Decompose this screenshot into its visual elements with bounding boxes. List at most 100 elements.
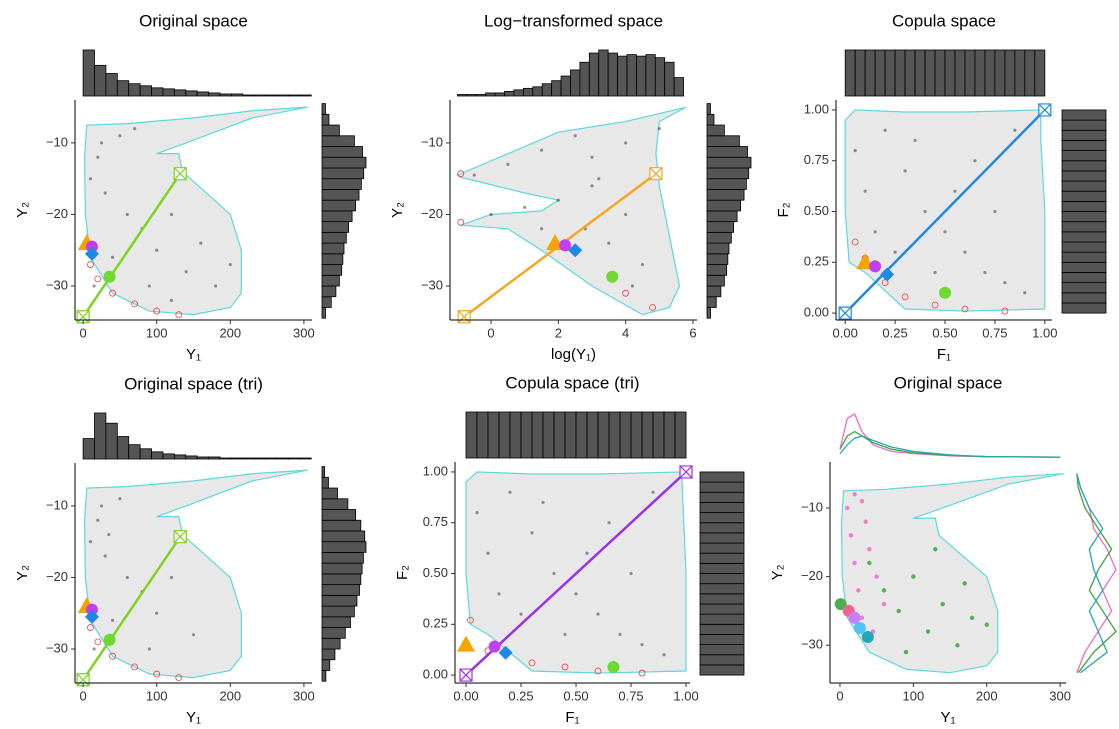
top-hist-bar xyxy=(299,94,312,97)
top-hist-bar xyxy=(664,61,675,97)
top-hist-bar xyxy=(265,94,278,97)
point xyxy=(96,518,100,522)
y-tick-label: 0.50 xyxy=(804,203,829,218)
top-hist-bar xyxy=(904,49,916,97)
right-hist-bar xyxy=(321,476,329,489)
x-tick-label: 300 xyxy=(293,688,315,703)
line xyxy=(82,172,182,318)
point xyxy=(618,632,622,637)
point xyxy=(88,540,93,544)
x-tick-label: 0.50 xyxy=(932,325,957,340)
right-hist-bar xyxy=(321,487,338,500)
x-tick-label: 0.75 xyxy=(982,325,1007,340)
top-hist-bar xyxy=(94,64,107,97)
line-end xyxy=(1038,103,1052,117)
x-tick-label: 200 xyxy=(976,688,998,703)
top-hist-bar xyxy=(265,457,278,460)
right-hist-bar xyxy=(706,189,745,201)
right-hist-bar xyxy=(706,296,717,308)
right-hist-bar xyxy=(321,541,367,553)
panel: Copula space (tri) F₁ F₂ 0.00 0.25 0.50 0.75 1.… xyxy=(394,373,745,726)
y-axis-label: F₂ xyxy=(775,202,792,217)
top-hist-bar xyxy=(253,94,267,97)
marker xyxy=(488,640,501,653)
panel-title: Original space xyxy=(894,373,1003,392)
top-hist-bar xyxy=(598,49,609,97)
edge-point xyxy=(881,279,889,287)
line xyxy=(82,535,182,681)
top-hist-bar xyxy=(652,411,665,459)
y-tick-label: 0.25 xyxy=(423,616,448,631)
top-hist-bar xyxy=(231,93,244,97)
point xyxy=(539,148,544,152)
point xyxy=(228,262,232,267)
point xyxy=(923,209,927,214)
top-density xyxy=(839,413,1061,458)
point xyxy=(874,574,879,579)
edge-point xyxy=(153,307,161,315)
top-hist-bar xyxy=(208,456,221,460)
marker xyxy=(457,635,476,652)
point xyxy=(530,531,534,535)
top-hist-bar xyxy=(542,411,555,459)
marker xyxy=(84,246,99,261)
right-hist-bar xyxy=(699,623,745,635)
right-hist-bar xyxy=(706,210,738,223)
edge-point xyxy=(638,669,646,677)
line-end xyxy=(649,167,663,181)
right-hist-bar xyxy=(321,648,336,661)
right-hist-bar xyxy=(321,167,365,180)
point xyxy=(596,612,600,616)
edge-point xyxy=(87,624,94,631)
point xyxy=(933,546,938,552)
point xyxy=(96,155,100,159)
right-hist-bar xyxy=(706,113,715,126)
y-tick-label: 0.50 xyxy=(423,565,448,580)
point xyxy=(607,521,611,525)
right-hist-bar xyxy=(321,573,362,586)
top-hist-bar xyxy=(466,94,477,97)
x-tick-label: 0.25 xyxy=(508,688,533,703)
top-hist-bar xyxy=(476,411,489,459)
right-hist-bar xyxy=(1061,119,1107,131)
panel: Log−transformed space log(Y₁) Y₂ 0 2 4 6 −30 −20… xyxy=(389,11,752,363)
point xyxy=(881,588,887,593)
edge-point xyxy=(961,305,969,313)
y-tick-label: −10 xyxy=(801,499,823,514)
y-tick-label: 1.00 xyxy=(423,463,448,478)
right-hist-bar xyxy=(1061,211,1107,223)
edge-point xyxy=(931,301,939,309)
top-hist-bar xyxy=(626,54,637,97)
right-hist-bar xyxy=(699,552,745,564)
point xyxy=(92,647,96,651)
line xyxy=(465,471,687,676)
point xyxy=(472,173,476,177)
right-hist-bar xyxy=(321,466,325,478)
top-hist-bar xyxy=(520,411,533,459)
point xyxy=(563,632,567,637)
right-hist-bar xyxy=(1061,231,1107,243)
y-tick-label: −20 xyxy=(46,206,68,221)
point xyxy=(640,643,644,647)
edge-point xyxy=(528,659,536,667)
top-hist-bar xyxy=(242,94,255,97)
x-tick-label: 4 xyxy=(622,325,629,340)
top-hist-bar xyxy=(504,91,515,97)
top-hist-bar xyxy=(94,412,107,460)
right-hist-bar xyxy=(1061,292,1107,304)
top-hist-bar xyxy=(173,454,187,460)
y-tick-label: −20 xyxy=(421,206,443,221)
edge-point xyxy=(109,652,116,660)
top-hist-bar xyxy=(541,83,553,97)
marker xyxy=(938,286,951,299)
point xyxy=(556,198,560,202)
marker xyxy=(848,611,861,624)
marker xyxy=(834,598,847,611)
point xyxy=(99,504,104,508)
x-tick-label: 0.00 xyxy=(833,325,858,340)
point xyxy=(573,134,577,138)
right-hist-bar xyxy=(321,189,360,201)
point xyxy=(624,212,628,217)
marker xyxy=(861,631,874,644)
top-hist-bar xyxy=(560,75,571,97)
